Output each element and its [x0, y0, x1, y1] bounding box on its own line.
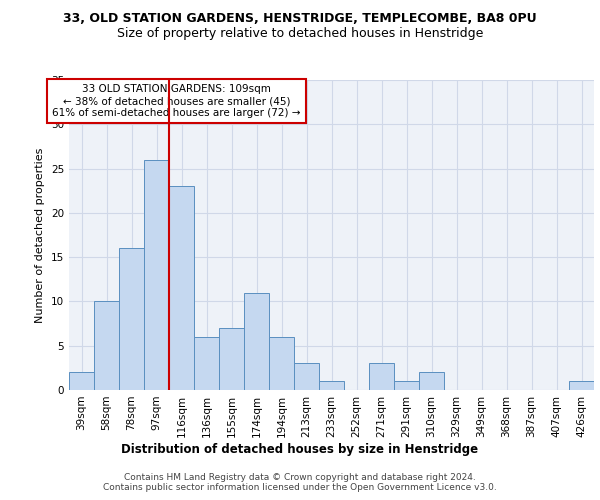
Bar: [219, 328, 244, 390]
Text: Contains HM Land Registry data © Crown copyright and database right 2024.
Contai: Contains HM Land Registry data © Crown c…: [103, 473, 497, 492]
Bar: [569, 381, 594, 390]
Text: Distribution of detached houses by size in Henstridge: Distribution of detached houses by size …: [121, 442, 479, 456]
Bar: [94, 302, 119, 390]
Bar: [419, 372, 444, 390]
Text: 33, OLD STATION GARDENS, HENSTRIDGE, TEMPLECOMBE, BA8 0PU: 33, OLD STATION GARDENS, HENSTRIDGE, TEM…: [63, 12, 537, 26]
Text: 33 OLD STATION GARDENS: 109sqm
← 38% of detached houses are smaller (45)
61% of : 33 OLD STATION GARDENS: 109sqm ← 38% of …: [52, 84, 301, 117]
Bar: [394, 381, 419, 390]
Bar: [269, 337, 294, 390]
Bar: [319, 381, 344, 390]
Text: Size of property relative to detached houses in Henstridge: Size of property relative to detached ho…: [117, 28, 483, 40]
Bar: [294, 364, 319, 390]
Bar: [144, 160, 169, 390]
Bar: [119, 248, 144, 390]
Bar: [244, 292, 269, 390]
Bar: [69, 372, 94, 390]
Bar: [369, 364, 394, 390]
Bar: [169, 186, 194, 390]
Bar: [194, 337, 219, 390]
Y-axis label: Number of detached properties: Number of detached properties: [35, 148, 46, 322]
